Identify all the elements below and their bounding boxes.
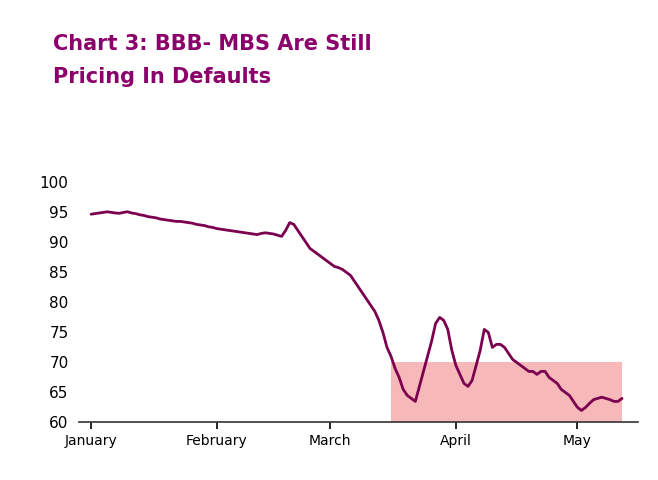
Text: Pricing In Defaults: Pricing In Defaults	[53, 67, 270, 87]
Text: Chart 3: BBB- MBS Are Still: Chart 3: BBB- MBS Are Still	[53, 34, 371, 54]
